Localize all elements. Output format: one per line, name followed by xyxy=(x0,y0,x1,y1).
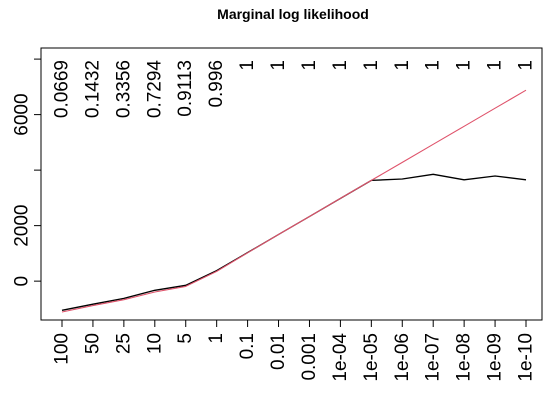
x-tick-label: 10 xyxy=(144,333,165,354)
x-tick-label: 1e-08 xyxy=(454,333,475,382)
plot-frame xyxy=(40,47,543,321)
top-annotation-label: 1 xyxy=(485,60,506,71)
top-annotation-label: 0.7294 xyxy=(144,60,165,119)
x-tick-label: 5 xyxy=(175,333,196,344)
top-annotation-label: 0.9113 xyxy=(175,60,196,117)
x-tick-label: 0.01 xyxy=(268,333,289,370)
x-tick-label: 1e-10 xyxy=(516,333,537,382)
top-annotation-label: 1 xyxy=(330,60,351,71)
x-tick-label: 1e-04 xyxy=(330,333,351,382)
series-line-red xyxy=(61,89,527,313)
x-tick-label: 25 xyxy=(113,333,134,354)
x-tick-label: 1 xyxy=(206,333,227,344)
y-tick-label: 0 xyxy=(12,276,33,287)
x-tick-label: 1e-07 xyxy=(423,333,444,382)
x-tick-label: 50 xyxy=(82,333,103,354)
series-line-black xyxy=(61,173,527,311)
x-tick-label: 100 xyxy=(52,333,73,365)
top-annotation-label: 0.996 xyxy=(206,60,227,108)
y-tick-label: 2000 xyxy=(12,204,33,246)
x-tick-label: 0.1 xyxy=(237,333,258,359)
top-annotation-label: 1 xyxy=(454,60,475,71)
x-tick-label: 0.001 xyxy=(299,333,320,381)
series-layer xyxy=(61,89,527,313)
x-tick-label: 1e-06 xyxy=(392,333,413,382)
y-tick-label: 6000 xyxy=(12,93,33,135)
top-label-layer: 0.0669 0.1432 0.3356 0.7294 0.9113 0.996 1 1 1 1 1… xyxy=(52,60,537,119)
x-axis-layer: 100 50 25 10 5 1 0.1 0.01 0.001 1e-04 1e-05 1e-06 1e… xyxy=(52,320,537,382)
top-annotation-label: 1 xyxy=(299,60,320,71)
top-annotation-label: 0.1432 xyxy=(82,60,103,118)
x-tick-label: 1e-09 xyxy=(485,333,506,382)
x-tick-label: 1e-05 xyxy=(361,333,382,382)
top-annotation-label: 1 xyxy=(423,60,444,71)
top-annotation-label: 1 xyxy=(516,60,537,71)
top-annotation-label: 0.3356 xyxy=(113,60,134,118)
top-annotation-label: 1 xyxy=(237,60,258,71)
top-annotation-label: 1 xyxy=(392,60,413,71)
top-annotation-label: 0.0669 xyxy=(52,60,73,118)
top-annotation-label: 1 xyxy=(268,60,289,71)
y-axis-layer: 0 2000 6000 xyxy=(12,58,41,287)
chart-title: Marginal log likelihood xyxy=(217,6,369,22)
top-annotation-label: 1 xyxy=(361,60,382,71)
